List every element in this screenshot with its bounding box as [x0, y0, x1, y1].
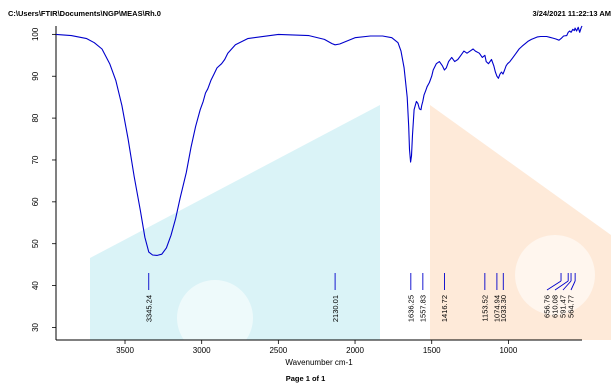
- peak-label: 2130.01: [331, 295, 340, 322]
- peak-label: 1153.52: [481, 295, 490, 322]
- peak-label: 610.08: [551, 295, 560, 318]
- y-tick-label: 70: [31, 155, 40, 164]
- peak-marker-leader: [546, 280, 562, 291]
- x-tick-label: 2500: [269, 346, 287, 355]
- y-tick-label: 80: [31, 113, 40, 122]
- peak-label: 1636.25: [407, 295, 416, 322]
- page-number: Page 1 of 1: [285, 374, 326, 383]
- watermark-sun-shape: [515, 235, 595, 315]
- x-tick-label: 2000: [346, 346, 364, 355]
- x-axis-label: Wavenumber cm-1: [285, 358, 353, 367]
- peak-label: 1557.83: [419, 295, 428, 322]
- y-tick-label: 100: [31, 27, 40, 41]
- watermark-orange-shape: [430, 105, 611, 340]
- watermark-circle: [177, 280, 253, 356]
- spectrum-line: [55, 25, 583, 256]
- chart-marks: 3345.24 2130.01 1636.25 1557.83 1416.72 1153.…: [55, 25, 583, 322]
- peak-marker-leader: [562, 280, 572, 291]
- x-tick-label: 1000: [499, 346, 517, 355]
- peak-label: 656.76: [543, 295, 552, 318]
- peak-label: 3345.24: [144, 295, 153, 322]
- peak-label: 1074.94: [493, 295, 502, 322]
- y-tick-label: 50: [31, 239, 40, 248]
- peak-label: 1033.30: [499, 295, 508, 322]
- x-tick-label: 3000: [193, 346, 211, 355]
- peak-label: 564.77: [567, 295, 576, 318]
- watermark-cyan-shape: [90, 105, 380, 340]
- peak-marker-leader: [554, 280, 569, 291]
- x-tick-label: 3500: [116, 346, 134, 355]
- peak-label: 591.47: [559, 295, 568, 318]
- y-tick-label: 40: [31, 281, 40, 290]
- y-tick-label: 30: [31, 322, 40, 331]
- watermark: [90, 105, 611, 356]
- peak-label: 1416.72: [440, 295, 449, 322]
- peak-marker-leader: [570, 280, 576, 291]
- x-tick-label: 1500: [423, 346, 441, 355]
- y-tick-label: 90: [31, 71, 40, 80]
- y-tick-label: 60: [31, 197, 40, 206]
- measurement-datetime: 3/24/2021 11:22:13 AM: [532, 9, 611, 18]
- chart-axes: 3500 3000 2500 2000 1500 1000 Wavenumber cm-1 3…: [31, 26, 582, 367]
- file-path: C:\Users\FTIR\Documents\NGP\MEAS\Rh.0: [8, 9, 161, 18]
